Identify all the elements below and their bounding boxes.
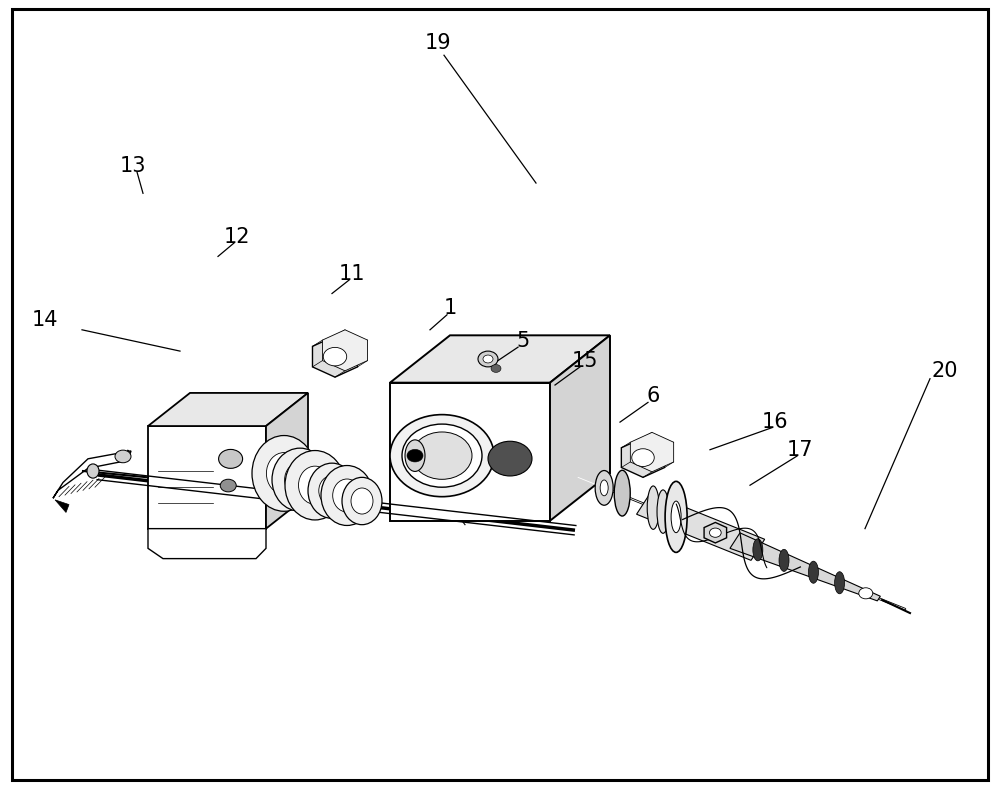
Polygon shape (53, 451, 131, 499)
Circle shape (115, 450, 131, 462)
Text: 15: 15 (572, 350, 598, 371)
Circle shape (859, 588, 873, 599)
Ellipse shape (647, 486, 659, 529)
Polygon shape (390, 383, 550, 521)
Text: 6: 6 (646, 386, 660, 406)
Polygon shape (148, 393, 308, 426)
Text: 17: 17 (787, 439, 813, 460)
Ellipse shape (342, 477, 382, 525)
Polygon shape (322, 330, 368, 371)
Circle shape (412, 432, 472, 480)
Ellipse shape (298, 466, 332, 504)
Text: 16: 16 (762, 412, 788, 432)
Polygon shape (390, 335, 610, 383)
Polygon shape (148, 529, 266, 559)
Ellipse shape (285, 451, 345, 520)
Circle shape (488, 441, 532, 476)
Polygon shape (704, 522, 727, 543)
Ellipse shape (665, 481, 687, 552)
Ellipse shape (333, 479, 361, 512)
Polygon shape (730, 533, 880, 601)
Ellipse shape (614, 470, 630, 516)
Text: 13: 13 (120, 155, 146, 176)
Ellipse shape (405, 440, 425, 472)
Ellipse shape (351, 488, 373, 514)
Polygon shape (55, 500, 69, 513)
Text: 5: 5 (516, 331, 530, 351)
Circle shape (632, 449, 654, 466)
Text: 19: 19 (425, 33, 451, 54)
Ellipse shape (285, 462, 315, 497)
Polygon shape (148, 426, 266, 529)
Polygon shape (266, 393, 308, 529)
Text: 20: 20 (932, 361, 958, 381)
Text: 11: 11 (339, 264, 365, 284)
Polygon shape (630, 432, 674, 472)
Circle shape (219, 450, 243, 469)
Text: 12: 12 (224, 226, 250, 247)
Ellipse shape (272, 448, 328, 511)
Ellipse shape (671, 501, 681, 533)
Polygon shape (637, 493, 765, 560)
Text: 1: 1 (443, 297, 457, 318)
Polygon shape (550, 335, 610, 521)
Ellipse shape (779, 549, 789, 571)
Ellipse shape (308, 463, 356, 518)
Circle shape (407, 450, 423, 462)
Circle shape (323, 347, 347, 366)
Circle shape (491, 365, 501, 372)
Ellipse shape (266, 453, 302, 494)
Circle shape (709, 528, 721, 537)
Ellipse shape (808, 561, 818, 583)
Ellipse shape (600, 480, 608, 495)
Ellipse shape (835, 572, 845, 594)
Circle shape (402, 424, 482, 488)
Ellipse shape (595, 470, 613, 505)
Text: 14: 14 (32, 309, 58, 330)
Circle shape (220, 479, 236, 492)
Ellipse shape (657, 490, 669, 533)
Polygon shape (621, 438, 665, 477)
Ellipse shape (319, 476, 345, 506)
Ellipse shape (753, 539, 763, 561)
Polygon shape (312, 336, 358, 377)
Ellipse shape (252, 436, 316, 511)
Ellipse shape (321, 466, 373, 525)
Circle shape (483, 355, 493, 363)
Circle shape (478, 351, 498, 367)
Circle shape (390, 415, 494, 497)
Ellipse shape (87, 464, 99, 478)
